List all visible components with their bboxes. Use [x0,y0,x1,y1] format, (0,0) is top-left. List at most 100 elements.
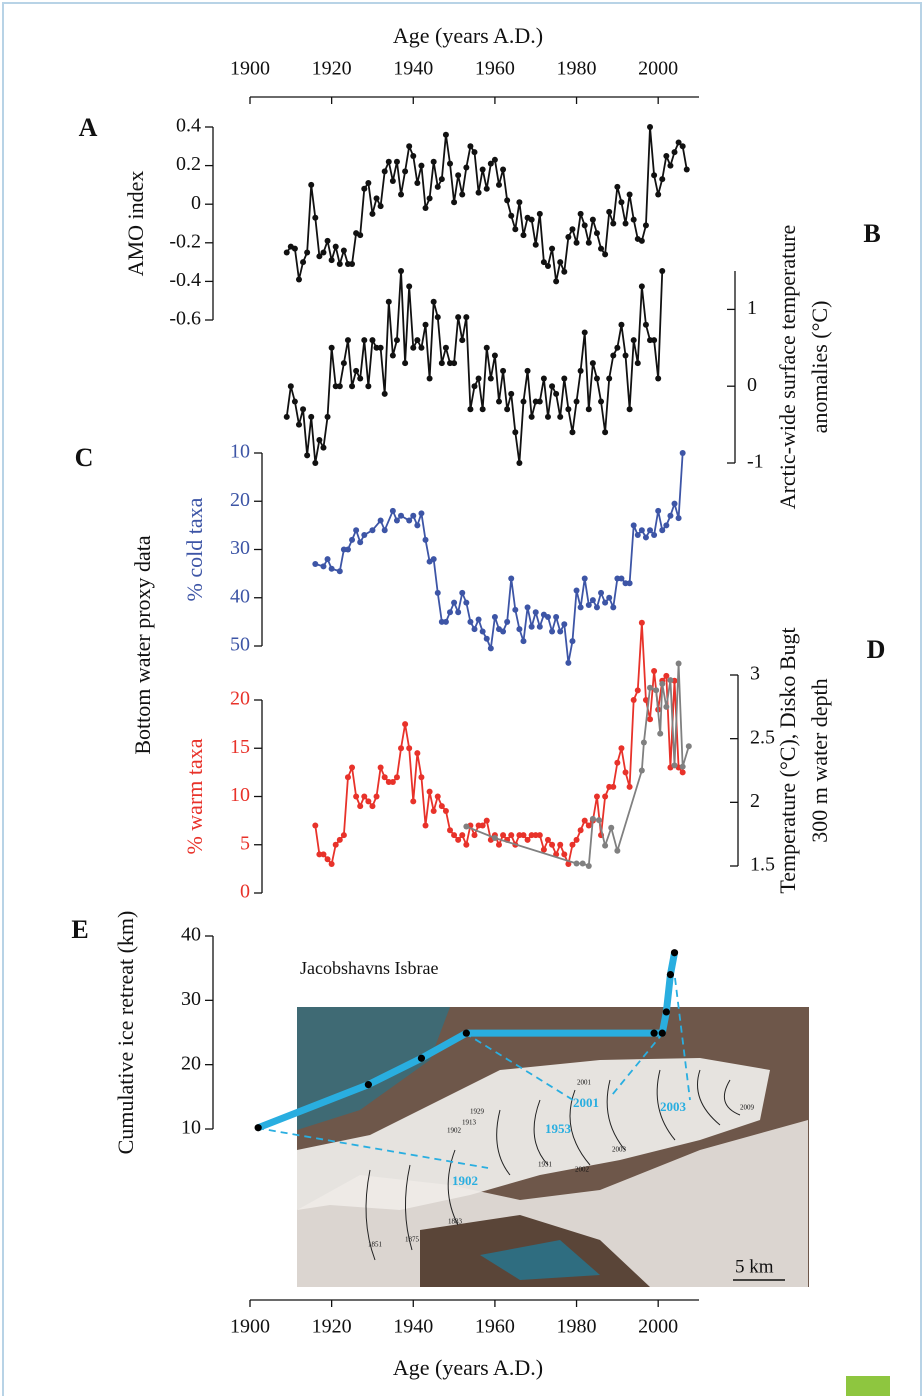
data-point [451,599,458,606]
data-point [426,788,433,795]
data-point [642,222,649,229]
x-tick-label: 1960 [475,58,515,80]
data-point [536,398,543,405]
data-point [353,527,360,534]
data-point [549,383,556,390]
data-point [581,222,588,229]
data-point [540,259,547,266]
data-point [430,556,437,563]
data-point [365,179,372,186]
data-point [361,337,368,344]
data-point [381,168,388,175]
y-tick-label: 0.2 [176,153,201,175]
data-point [663,672,670,679]
data-point [651,337,658,344]
data-point [667,677,674,684]
data-point [312,460,319,466]
data-point [312,560,319,567]
data-point [561,851,568,858]
data-point [585,239,592,246]
data-point [357,232,364,239]
data-point [536,623,543,630]
y-tick-label: 40 [181,924,201,946]
x-tick-label: 1960 [475,1316,515,1338]
data-point [647,684,654,691]
data-point [442,807,449,814]
data-point [508,212,515,219]
data-point [459,337,466,344]
data-point [377,203,384,210]
data-point [573,836,580,843]
data-point [373,793,380,800]
data-point [585,406,592,413]
data-point [418,774,425,781]
map-small-label: 1913 [462,1119,477,1127]
data-point [418,344,425,351]
data-point [638,767,645,774]
data-point [495,841,502,848]
y-tick-label: 10 [230,441,250,463]
data-point [304,249,311,256]
data-point [336,568,343,575]
data-point [455,836,462,843]
data-point [389,779,396,786]
data-point [630,216,637,223]
map-small-label: 1875 [405,1236,420,1244]
data-point [630,337,637,344]
data-point [365,383,372,390]
data-point [679,769,686,776]
data-point [393,517,400,524]
data-point [332,243,339,250]
panel-letter: C [75,443,94,472]
data-point [553,390,560,397]
map-small-label: 2009 [740,1104,755,1112]
data-point [544,413,551,420]
data-point [422,822,429,829]
data-point [304,452,311,459]
data-point [657,730,664,737]
data-point [410,512,417,519]
data-point [393,774,400,781]
data-point [455,314,462,321]
y-tick-label: 2 [750,790,760,812]
data-point [544,836,551,843]
data-point [357,375,364,382]
data-point [357,803,364,810]
data-point [442,131,449,138]
data-point [483,185,490,192]
data-point [406,143,413,150]
data-point [520,832,527,839]
data-point [520,232,527,239]
data-point [389,507,396,514]
data-point [595,817,602,824]
data-point [602,793,609,800]
data-point [389,352,396,359]
data-point [312,214,319,221]
data-point [455,172,462,179]
data-point [495,398,502,405]
data-point [581,575,588,582]
data-point [471,832,478,839]
data-point [434,314,441,321]
data-point [447,160,454,167]
y-axis-title: 300 m water depth [807,678,832,842]
map-year-label: 1902 [452,1173,478,1188]
data-point [569,429,576,436]
data-point [475,189,482,196]
data-point [398,191,405,198]
data-point [553,614,560,621]
data-point [524,604,531,611]
data-point [398,745,405,752]
data-point [610,783,617,790]
y-axis-title: anomalies (°C) [807,301,832,434]
data-point [651,668,658,675]
data-point [516,460,523,466]
y-axis-title: Arctic-wide surface temperature [775,225,800,510]
y-axis-title: % cold taxa [182,497,207,601]
data-point [467,618,474,625]
data-point [642,321,649,328]
data-point [295,276,302,283]
data-point [430,158,437,165]
map-year-label: 2001 [573,1095,599,1110]
data-point [626,191,633,198]
